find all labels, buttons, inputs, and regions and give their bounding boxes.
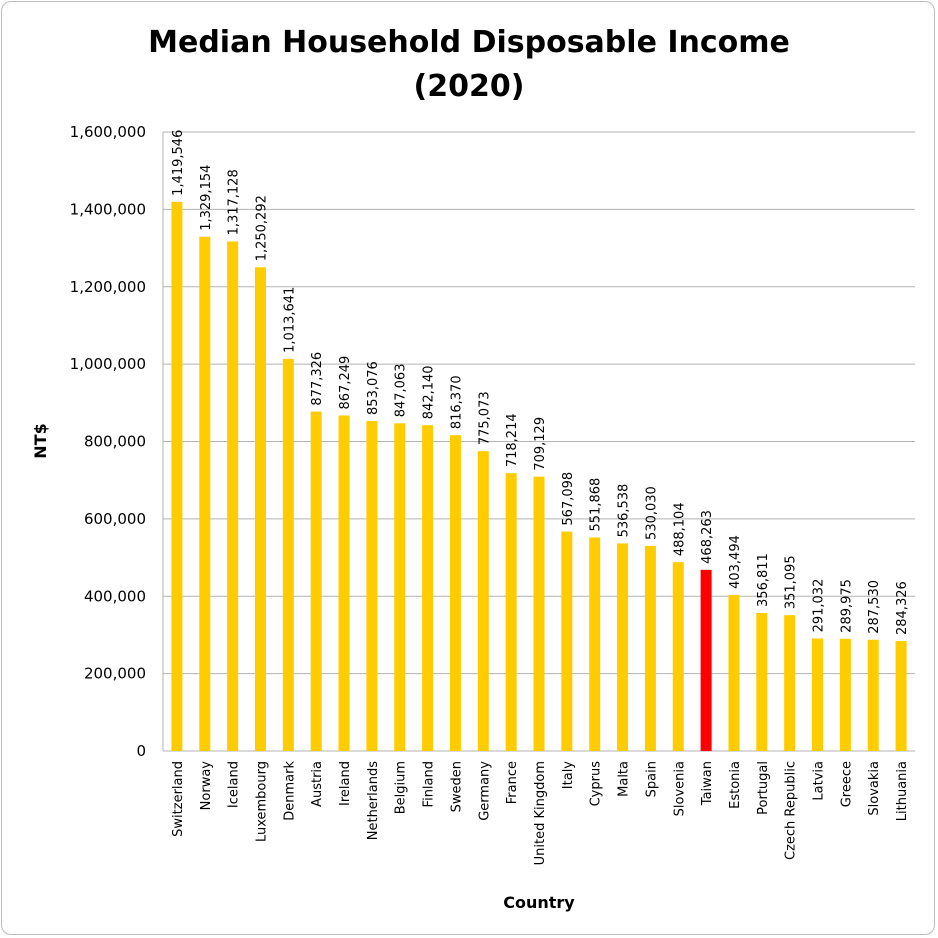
x-axis-label: Country xyxy=(503,893,575,912)
bar-denmark xyxy=(282,358,294,751)
x-tick-label: Sweden xyxy=(449,761,464,812)
bar-czech-republic xyxy=(784,615,796,751)
data-label: 551,868 xyxy=(589,478,604,532)
x-tick-label: Latvia xyxy=(812,761,827,801)
data-label: 468,263 xyxy=(700,510,715,564)
x-tick-label: Luxembourg xyxy=(254,761,269,842)
bar-portugal xyxy=(756,612,768,751)
x-tick-label: Italy xyxy=(561,761,576,790)
data-label: 488,104 xyxy=(672,502,687,556)
bar-malta xyxy=(617,543,629,751)
bar-sweden xyxy=(449,435,461,751)
x-tick-label: Taiwan xyxy=(700,761,715,806)
bar-austria xyxy=(310,411,322,751)
x-tick-label: Slovenia xyxy=(672,761,687,816)
y-tick-label: 400,000 xyxy=(84,587,146,605)
bar-estonia xyxy=(728,594,740,751)
bar-netherlands xyxy=(366,420,378,751)
bar-italy xyxy=(561,531,573,751)
chart-title: Median Household Disposable Income xyxy=(148,25,790,60)
x-tick-label: Switzerland xyxy=(171,761,186,837)
bar-switzerland xyxy=(171,201,183,752)
data-label: 1,419,546 xyxy=(171,130,186,196)
x-tick-label: France xyxy=(505,761,520,804)
data-label: 530,030 xyxy=(644,486,659,540)
data-label: 356,811 xyxy=(756,553,771,607)
data-label: 853,076 xyxy=(366,361,381,415)
data-label: 1,013,641 xyxy=(282,287,297,353)
bar-taiwan xyxy=(700,569,712,751)
bar-latvia xyxy=(812,638,824,751)
bar-germany xyxy=(477,451,489,751)
data-label: 877,326 xyxy=(310,352,325,406)
chart-subtitle: (2020) xyxy=(414,69,525,104)
bar-belgium xyxy=(394,423,406,751)
data-label: 287,530 xyxy=(867,580,882,634)
x-tick-label: Netherlands xyxy=(366,761,381,840)
x-tick-label: Denmark xyxy=(282,761,297,821)
x-tick-label: Portugal xyxy=(756,761,771,815)
x-tick-label: Malta xyxy=(617,761,632,797)
x-tick-label: United Kingdom xyxy=(533,761,548,865)
y-tick-label: 1,600,000 xyxy=(70,123,146,141)
x-tick-label: Greece xyxy=(839,761,854,807)
data-label: 842,140 xyxy=(422,365,437,419)
bar-united-kingdom xyxy=(533,476,545,751)
bar-luxembourg xyxy=(254,267,266,751)
y-tick-label: 200,000 xyxy=(84,665,146,683)
x-tick-label: Lithuania xyxy=(895,761,910,821)
data-label: 1,250,292 xyxy=(254,195,269,261)
y-tick-label: 1,000,000 xyxy=(70,355,146,373)
y-tick-label: 600,000 xyxy=(84,510,146,528)
y-tick-label: 0 xyxy=(136,742,146,760)
x-tick-label: Spain xyxy=(644,761,659,797)
data-label: 867,249 xyxy=(338,356,353,410)
bar-slovenia xyxy=(672,562,684,751)
x-tick-label: Germany xyxy=(477,761,492,821)
y-axis-label: NT$ xyxy=(31,423,50,458)
x-tick-label: Cyprus xyxy=(589,761,604,807)
x-tick-label: Czech Republic xyxy=(784,761,799,860)
x-tick-label: Iceland xyxy=(227,761,242,808)
y-tick-label: 800,000 xyxy=(84,433,146,451)
data-label: 567,098 xyxy=(561,472,576,526)
data-label: 351,095 xyxy=(784,555,799,609)
x-tick-label: Finland xyxy=(422,761,437,807)
data-label: 847,063 xyxy=(394,364,409,418)
data-label: 291,032 xyxy=(812,579,827,633)
x-tick-label: Austria xyxy=(310,761,325,807)
bar-iceland xyxy=(227,241,239,752)
data-label: 1,329,154 xyxy=(199,165,214,231)
bar-cyprus xyxy=(589,537,601,751)
bar-norway xyxy=(199,236,211,751)
data-label: 536,538 xyxy=(617,484,632,538)
data-label: 1,317,128 xyxy=(227,169,242,235)
x-tick-label: Belgium xyxy=(394,761,409,814)
bar-greece xyxy=(839,638,851,751)
x-tick-label: Slovakia xyxy=(867,761,882,816)
data-label: 709,129 xyxy=(533,417,548,471)
data-label: 284,326 xyxy=(895,581,910,635)
x-tick-label: Estonia xyxy=(728,761,743,809)
y-tick-label: 1,200,000 xyxy=(70,278,146,296)
bar-finland xyxy=(422,425,434,751)
data-label: 718,214 xyxy=(505,413,520,467)
bar-spain xyxy=(644,545,656,751)
x-tick-label: Ireland xyxy=(338,761,353,806)
bar-lithuania xyxy=(895,641,907,751)
data-label: 816,370 xyxy=(449,375,464,429)
x-tick-label: Norway xyxy=(199,761,214,811)
data-label: 289,975 xyxy=(839,579,854,633)
bar-ireland xyxy=(338,415,350,751)
data-label: 403,494 xyxy=(728,535,743,589)
y-tick-label: 1,400,000 xyxy=(70,200,146,218)
bar-slovakia xyxy=(867,639,879,751)
data-label: 775,073 xyxy=(477,391,492,445)
bar-france xyxy=(505,473,517,751)
